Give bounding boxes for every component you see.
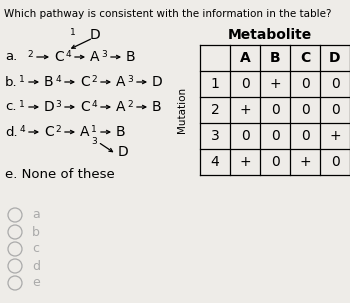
Text: 1: 1	[19, 75, 25, 84]
Text: A: A	[80, 125, 90, 139]
Text: C: C	[44, 125, 54, 139]
Text: 0: 0	[331, 103, 340, 117]
Text: 3: 3	[91, 137, 97, 146]
Text: B: B	[44, 75, 54, 89]
Text: 0: 0	[241, 129, 249, 143]
Text: 0: 0	[271, 103, 279, 117]
Text: 3: 3	[101, 50, 107, 59]
Text: 2: 2	[91, 75, 97, 84]
Text: 0: 0	[301, 77, 309, 91]
Text: B: B	[152, 100, 162, 114]
Text: 4: 4	[55, 75, 61, 84]
Text: c: c	[32, 242, 39, 255]
Text: +: +	[329, 129, 341, 143]
Text: 0: 0	[301, 129, 309, 143]
Text: 1: 1	[91, 125, 97, 134]
Text: D: D	[118, 145, 129, 159]
Text: 3: 3	[211, 129, 219, 143]
Text: A: A	[116, 100, 126, 114]
Text: Which pathway is consistent with the information in the table?: Which pathway is consistent with the inf…	[4, 9, 331, 19]
Text: 1: 1	[211, 77, 219, 91]
Text: 3: 3	[55, 100, 61, 109]
Text: c.: c.	[5, 101, 16, 114]
Text: e: e	[32, 277, 40, 289]
Text: 0: 0	[271, 155, 279, 169]
Text: e. None of these: e. None of these	[5, 168, 115, 181]
Text: Metabolite: Metabolite	[228, 28, 312, 42]
Text: C: C	[54, 50, 64, 64]
Text: 0: 0	[241, 77, 249, 91]
Text: 2: 2	[127, 100, 133, 109]
Text: +: +	[239, 155, 251, 169]
Text: C: C	[300, 51, 310, 65]
Text: B: B	[116, 125, 126, 139]
Text: Mutation: Mutation	[177, 87, 187, 133]
Text: 1: 1	[19, 100, 25, 109]
Text: +: +	[299, 155, 311, 169]
Text: A: A	[116, 75, 126, 89]
Text: D: D	[90, 28, 100, 42]
Text: d: d	[32, 259, 40, 272]
Text: B: B	[126, 50, 136, 64]
Text: 0: 0	[271, 129, 279, 143]
Text: 1: 1	[70, 28, 76, 37]
Text: d.: d.	[5, 125, 18, 138]
Text: 3: 3	[127, 75, 133, 84]
Text: C: C	[80, 75, 90, 89]
Text: C: C	[80, 100, 90, 114]
Text: 0: 0	[331, 155, 340, 169]
Text: 4: 4	[65, 50, 71, 59]
Text: 0: 0	[301, 103, 309, 117]
Text: D: D	[329, 51, 341, 65]
Text: 4: 4	[91, 100, 97, 109]
Text: 2: 2	[211, 103, 219, 117]
Text: D: D	[152, 75, 163, 89]
Text: 2: 2	[27, 50, 33, 59]
Text: B: B	[270, 51, 280, 65]
Text: b.: b.	[5, 75, 18, 88]
Text: 2: 2	[55, 125, 61, 134]
Text: 4: 4	[19, 125, 25, 134]
Text: a.: a.	[5, 51, 17, 64]
Text: b: b	[32, 225, 40, 238]
Text: D: D	[44, 100, 55, 114]
Text: +: +	[239, 103, 251, 117]
Text: 4: 4	[211, 155, 219, 169]
Text: +: +	[269, 77, 281, 91]
Text: A: A	[240, 51, 250, 65]
Text: a: a	[32, 208, 40, 221]
Text: A: A	[90, 50, 99, 64]
Text: 0: 0	[331, 77, 340, 91]
